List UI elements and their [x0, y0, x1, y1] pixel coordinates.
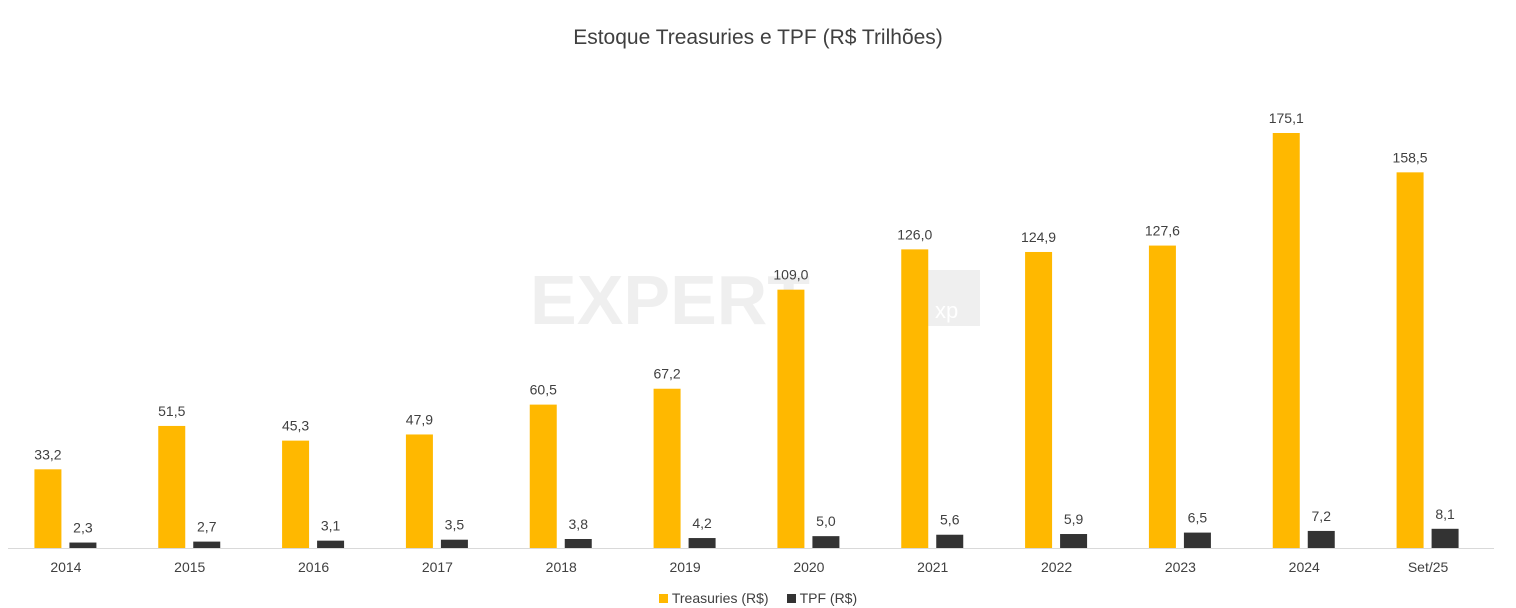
x-tick-label-2022: 2022: [1041, 559, 1072, 575]
bar-treasuries-2019: [653, 388, 681, 548]
legend-swatch-tpf: [786, 593, 796, 603]
bar-treasuries-2022: [1025, 251, 1053, 548]
data-label-treasuries-2024: 175,1: [1269, 110, 1304, 126]
x-tick-label-2017: 2017: [422, 559, 453, 575]
data-label-tpf-2017: 3,5: [445, 517, 465, 533]
data-label-treasuries-2014: 33,2: [34, 446, 61, 462]
x-tick-label-2019: 2019: [670, 559, 701, 575]
bar-tpf-2021: [936, 534, 964, 548]
x-tick-label-2016: 2016: [298, 559, 329, 575]
data-label-treasuries-2018: 60,5: [530, 382, 557, 398]
data-label-tpf-2024: 7,2: [1312, 508, 1332, 524]
data-label-tpf-2015: 2,7: [197, 519, 217, 535]
data-label-tpf-2016: 3,1: [321, 518, 341, 534]
bar-treasuries-2017: [405, 434, 433, 548]
bar-tpf-2020: [812, 536, 840, 548]
data-label-treasuries-2015: 51,5: [158, 403, 185, 419]
legend-item-treasuries: Treasuries (R$): [658, 590, 769, 606]
x-tick-label-2023: 2023: [1165, 559, 1196, 575]
x-tick-label-2020: 2020: [793, 559, 824, 575]
legend-swatch-treasuries: [658, 593, 668, 603]
data-label-treasuries-2017: 47,9: [406, 411, 433, 427]
x-tick-label-2015: 2015: [174, 559, 205, 575]
svg-text:xp: xp: [935, 298, 958, 323]
data-label-tpf-2018: 3,8: [569, 516, 589, 532]
bar-tpf-2022: [1060, 534, 1088, 548]
bar-tpf-2014: [69, 542, 97, 548]
bar-treasuries-Set/25: [1396, 172, 1424, 548]
legend-label-treasuries: Treasuries (R$): [671, 590, 769, 606]
bar-tpf-2018: [564, 538, 592, 548]
data-label-treasuries-2016: 45,3: [282, 418, 309, 434]
bar-treasuries-2015: [158, 425, 186, 548]
x-tick-label-2021: 2021: [917, 559, 948, 575]
data-label-tpf-2019: 4,2: [692, 515, 712, 531]
data-label-treasuries-Set/25: 158,5: [1393, 149, 1428, 165]
data-label-treasuries-2020: 109,0: [773, 267, 808, 283]
bar-tpf-Set/25: [1431, 528, 1459, 548]
data-label-treasuries-2023: 127,6: [1145, 223, 1180, 239]
bar-treasuries-2024: [1272, 133, 1300, 548]
x-tick-label-2014: 2014: [50, 559, 81, 575]
bar-tpf-2024: [1307, 530, 1335, 548]
x-tick-label-Set/25: Set/25: [1408, 559, 1449, 575]
data-label-treasuries-2019: 67,2: [653, 366, 680, 382]
bar-treasuries-2021: [901, 249, 929, 548]
data-label-tpf-2014: 2,3: [73, 520, 93, 536]
bar-tpf-2017: [440, 539, 468, 548]
legend-item-tpf: TPF (R$): [786, 590, 858, 606]
bar-tpf-2023: [1183, 532, 1211, 548]
data-label-treasuries-2022: 124,9: [1021, 229, 1056, 245]
data-label-tpf-2021: 5,6: [940, 512, 960, 528]
legend: Treasuries (R$) TPF (R$): [0, 590, 1516, 606]
bar-tpf-2019: [688, 538, 716, 548]
data-label-tpf-2020: 5,0: [816, 513, 836, 529]
bar-treasuries-2016: [282, 440, 310, 548]
chart-title: Estoque Treasuries e TPF (R$ Trilhões): [573, 26, 943, 49]
legend-label-tpf: TPF (R$): [799, 590, 858, 606]
bar-treasuries-2014: [34, 469, 62, 548]
data-label-tpf-2022: 5,9: [1064, 511, 1084, 527]
bar-tpf-2015: [193, 541, 221, 548]
x-tick-label-2018: 2018: [546, 559, 577, 575]
bar-treasuries-2023: [1148, 245, 1176, 548]
data-label-tpf-Set/25: 8,1: [1435, 506, 1455, 522]
bar-treasuries-2018: [529, 404, 557, 548]
bar-treasuries-2020: [777, 289, 805, 548]
svg-text:EXPERT: EXPERT: [530, 266, 810, 330]
data-label-tpf-2023: 6,5: [1188, 510, 1208, 526]
data-label-treasuries-2021: 126,0: [897, 226, 932, 242]
bar-tpf-2016: [317, 540, 345, 548]
x-tick-label-2024: 2024: [1289, 559, 1320, 575]
expert-watermark: EXPERT xp: [530, 266, 980, 330]
